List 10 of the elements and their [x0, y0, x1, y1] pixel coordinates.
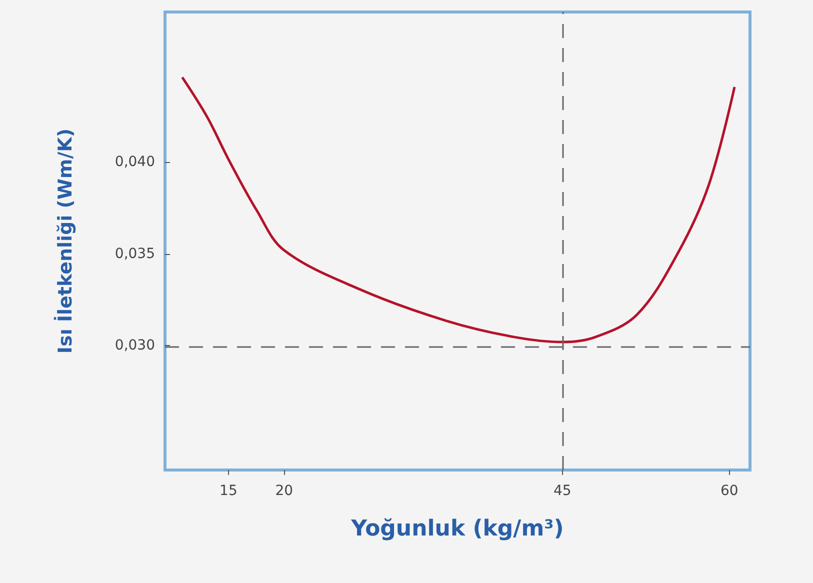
y-tick-label: 0,030 — [114, 338, 155, 354]
x-axis-title: Yoğunluk (kg/m³) — [350, 516, 564, 542]
y-tick-label: 0,035 — [114, 246, 155, 262]
x-tick-label: 60 — [720, 483, 738, 499]
y-axis-title: Isı İletkenliği (Wm/K) — [54, 128, 76, 354]
x-tick-label: 15 — [220, 483, 238, 499]
line-series — [181, 76, 736, 344]
x-tick-label: 45 — [554, 483, 572, 499]
x-tick-label: 20 — [275, 483, 294, 499]
y-tick-label: 0,040 — [114, 154, 155, 170]
